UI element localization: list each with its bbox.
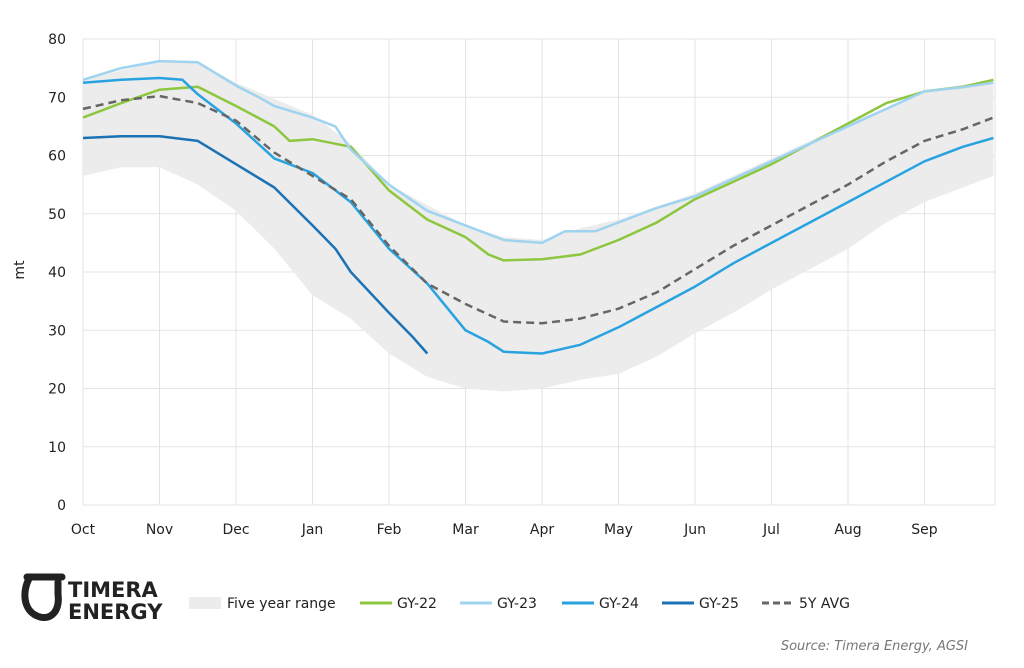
y-tick-label: 10 — [48, 440, 66, 456]
source-note: Source: Timera Energy, AGSI — [781, 639, 968, 654]
series-line-gy-24 — [82, 76, 994, 355]
legend-label-gy-23: GY-23 — [497, 596, 537, 612]
logo-line2: ENERGY — [68, 600, 163, 624]
logo-mark-icon — [21, 573, 66, 622]
x-tick-label: Dec — [222, 522, 249, 538]
five-year-range-area — [83, 61, 994, 392]
legend-label-5y-avg: 5Y AVG — [799, 596, 850, 612]
x-axis-ticks: Oct Nov Dec Jan Feb Mar Apr May Jun Jul Aug Sep — [71, 522, 938, 538]
y-tick-label: 30 — [48, 323, 66, 339]
x-tick-label: May — [604, 522, 633, 538]
legend-label-gy-24: GY-24 — [599, 596, 639, 612]
logo-line1: TIMERA — [68, 578, 159, 602]
y-tick-label: 50 — [48, 207, 66, 223]
x-tick-label: Aug — [834, 522, 861, 538]
x-tick-label: Nov — [146, 522, 173, 538]
x-tick-label: Mar — [452, 522, 479, 538]
y-tick-label: 60 — [48, 149, 66, 165]
x-tick-label: Oct — [71, 522, 96, 538]
x-tick-label: Jul — [762, 522, 780, 538]
legend: Five year range GY-22 GY-23 GY-24 GY-25 5Y A… — [189, 596, 850, 612]
x-tick-label: Feb — [377, 522, 402, 538]
series-line-5y-avg — [82, 94, 994, 325]
series-line-gy-23 — [82, 59, 994, 245]
x-tick-label: Jun — [683, 522, 706, 538]
series-line-gy-22 — [82, 78, 994, 262]
y-tick-label: 20 — [48, 382, 66, 398]
y-tick-label: 0 — [57, 498, 66, 514]
y-axis-ticks: 0 10 20 30 40 50 60 70 80 — [48, 32, 66, 514]
y-tick-label: 40 — [48, 265, 66, 281]
x-tick-label: Jan — [301, 522, 324, 538]
y-tick-label: 70 — [48, 90, 66, 106]
series-line-gy-25 — [82, 135, 429, 355]
legend-label-range: Five year range — [227, 596, 336, 612]
y-axis-label: mt — [12, 260, 28, 280]
x-tick-label: Sep — [911, 522, 938, 538]
x-tick-label: Apr — [530, 522, 554, 538]
legend-label-gy-22: GY-22 — [397, 596, 437, 612]
series-lines — [82, 59, 994, 355]
legend-label-gy-25: GY-25 — [699, 596, 739, 612]
y-tick-label: 80 — [48, 32, 66, 48]
logo: TIMERA ENERGY — [21, 573, 163, 624]
legend-swatch-range — [189, 597, 221, 609]
